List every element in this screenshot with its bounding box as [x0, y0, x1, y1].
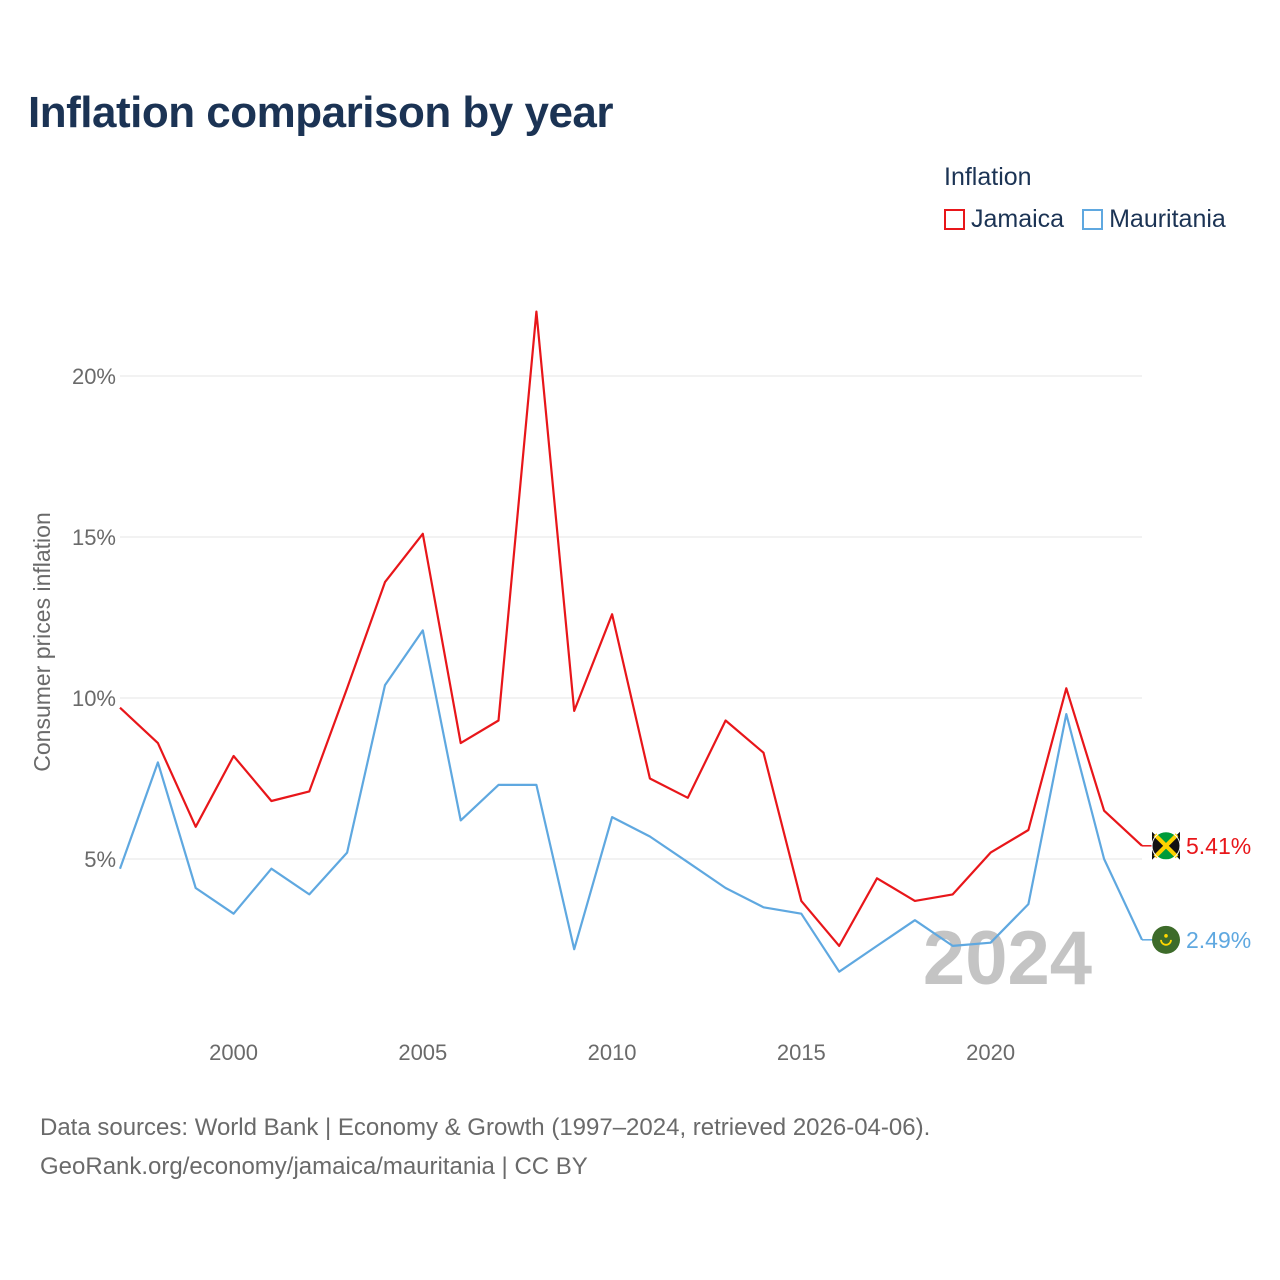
mauritania-flag-icon	[1152, 925, 1180, 954]
footer-link[interactable]: GeoRank.org/economy/jamaica/mauritania |…	[40, 1153, 588, 1180]
footer: Data sources: World Bank | Economy & Gro…	[40, 1108, 930, 1186]
legend-swatch-jamaica	[944, 209, 965, 230]
y-tick-label-20: 20%	[72, 364, 116, 389]
grid-lines	[120, 375, 1142, 860]
legend-swatch-mauritania	[1082, 209, 1104, 230]
y-axis-ticks: 5% 10% 15% 20%	[72, 364, 116, 872]
end-label-mauritania: 2.49%	[1186, 927, 1251, 953]
legend-label-jamaica: Jamaica	[971, 205, 1065, 233]
legend-label-mauritania: Mauritania	[1109, 205, 1226, 233]
legend-item-jamaica[interactable]: Jamaica	[944, 205, 1064, 234]
jamaica-flag-right	[1166, 831, 1180, 860]
mauritania-flag-crescent	[1160, 939, 1172, 946]
y-axis-label: Consumer prices inflation	[29, 512, 55, 772]
y-tick-label-15: 15%	[72, 525, 116, 550]
jamaica-flag-rim	[1151, 831, 1181, 861]
legend: Jamaica Mauritania	[944, 205, 1244, 234]
chart-title: Inflation comparison by year	[28, 88, 614, 137]
y-tick-label-5: 5%	[84, 847, 116, 872]
legend-item-mauritania[interactable]: Mauritania	[1082, 205, 1226, 234]
jamaica-flag-saltire-b	[1153, 833, 1179, 859]
y-tick-label-10: 10%	[72, 686, 116, 711]
mauritania-flag-star	[1164, 934, 1168, 938]
mauritania-flag-field	[1152, 925, 1180, 954]
end-label-jamaica: 5.41%	[1186, 833, 1251, 859]
x-tick-label-2015: 2015	[777, 1040, 826, 1065]
legend-title: Inflation	[944, 163, 1032, 191]
footer-sources: Data sources: World Bank | Economy & Gro…	[40, 1114, 931, 1141]
series-end-markers: 5.41% 2.49%	[1142, 831, 1251, 954]
jamaica-flag-left	[1152, 831, 1166, 860]
x-tick-label-2005: 2005	[398, 1040, 447, 1065]
x-tick-label-2010: 2010	[588, 1040, 637, 1065]
x-tick-label-2020: 2020	[966, 1040, 1015, 1065]
series-lines	[118, 310, 1143, 973]
x-axis-ticks: 2000 2005 2010 2015 2020	[209, 1040, 1015, 1065]
year-watermark: 2024	[923, 916, 1092, 1001]
series-line-jamaica	[119, 310, 1143, 948]
x-tick-label-2000: 2000	[209, 1040, 258, 1065]
jamaica-flag-icon	[1151, 831, 1181, 861]
series-line-mauritania	[118, 629, 1143, 973]
